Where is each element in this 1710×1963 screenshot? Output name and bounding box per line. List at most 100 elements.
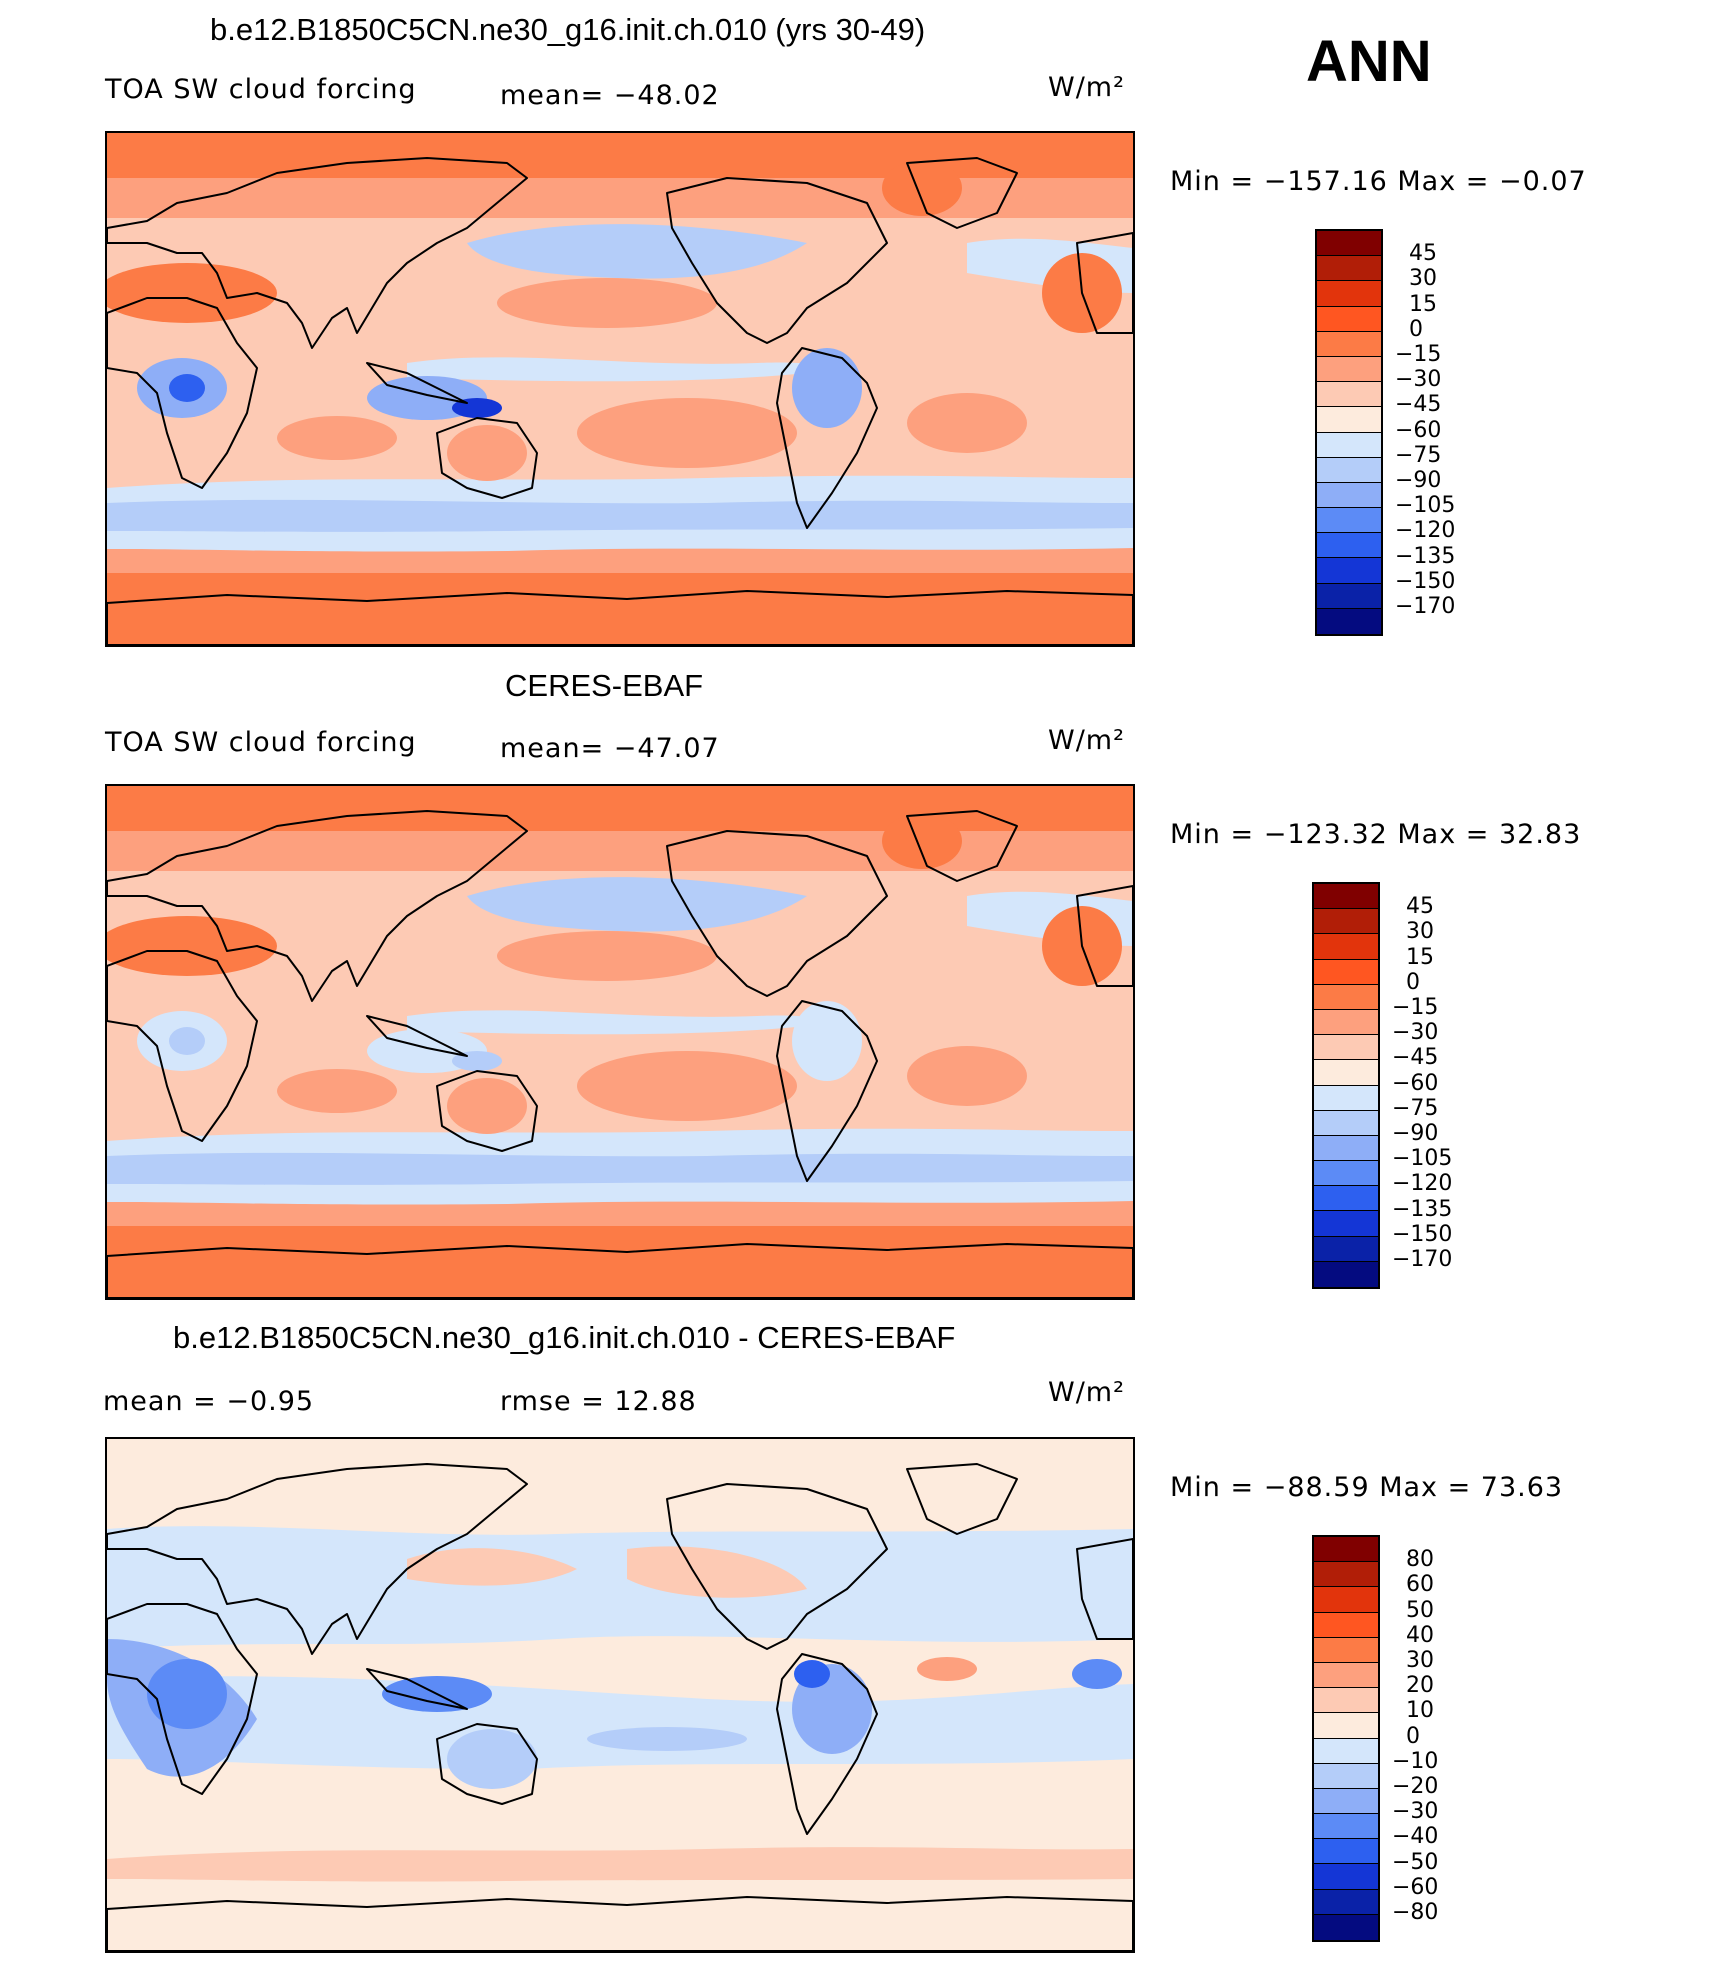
colorbar-tick-label: −170	[1392, 1247, 1453, 1272]
colorbar-tick-label: 60	[1406, 1572, 1434, 1598]
colorbar-tick-label: 10	[1406, 1698, 1434, 1724]
colorbar-tick-label: 30	[1409, 266, 1437, 292]
colorbar-swatch	[1317, 306, 1381, 332]
colorbar-swatch	[1314, 1788, 1378, 1815]
colorbar-swatch	[1317, 482, 1381, 509]
colorbar-tick-label: −120	[1395, 518, 1456, 544]
colorbar-swatch	[1314, 1612, 1378, 1638]
colorbar-swatch	[1317, 583, 1381, 609]
colorbar-swatch	[1314, 1889, 1378, 1915]
colorbar-tick-label: −80	[1392, 1900, 1439, 1925]
colorbar-swatch	[1314, 1035, 1378, 1061]
colorbar-tick-label: −60	[1392, 1874, 1439, 1900]
panel-1-title: b.e12.B1850C5CN.ne30_g16.init.ch.010 (yr…	[210, 12, 926, 47]
panel-2-minmax: Min = −123.32 Max = 32.83	[1170, 819, 1582, 850]
colorbar-tick-label: −10	[1392, 1748, 1439, 1774]
colorbar-swatch	[1317, 432, 1381, 458]
panel-3-minmax: Min = −88.59 Max = 73.63	[1170, 1472, 1564, 1503]
colorbar-tick-label: −135	[1395, 543, 1456, 569]
panel-1-variable: TOA SW cloud forcing	[105, 74, 417, 105]
colorbar-swatch	[1317, 331, 1381, 357]
colorbar-tick-label: 20	[1406, 1673, 1434, 1699]
panel-3-map	[105, 1437, 1135, 1953]
colorbar-swatch	[1314, 909, 1378, 935]
colorbar-tick-label: −40	[1392, 1824, 1439, 1850]
colorbar-swatch	[1314, 984, 1378, 1010]
colorbar-swatch	[1314, 1135, 1378, 1162]
colorbar-tick-label: 80	[1406, 1547, 1434, 1573]
colorbar-swatch	[1314, 1713, 1378, 1739]
colorbar-swatch	[1317, 231, 1381, 257]
colorbar-tick-label: −90	[1392, 1121, 1439, 1146]
colorbar-tick-label: −135	[1392, 1196, 1453, 1222]
colorbar-tick-label: 0	[1409, 316, 1423, 342]
colorbar-swatch	[1317, 281, 1381, 307]
colorbar-swatch	[1314, 1110, 1378, 1136]
colorbar-swatch	[1317, 608, 1381, 634]
colorbar-swatch	[1317, 558, 1381, 584]
panel-1-units: W/m²	[1048, 72, 1125, 103]
colorbar-tick-label: −30	[1392, 1020, 1439, 1046]
panel-2-mean: mean= −47.07	[500, 733, 720, 764]
colorbar-tick-label: −120	[1392, 1171, 1453, 1197]
colorbar-tick-label: 15	[1406, 944, 1434, 970]
panel-2-variable: TOA SW cloud forcing	[105, 727, 417, 758]
colorbar-swatch	[1317, 382, 1381, 408]
colorbar-tick-label: 30	[1406, 919, 1434, 945]
panel-2-colorbar	[1312, 882, 1380, 1289]
colorbar-swatch	[1317, 508, 1381, 534]
colorbar-tick-label: −90	[1395, 468, 1442, 493]
colorbar-swatch	[1314, 934, 1378, 960]
colorbar-swatch	[1314, 1738, 1378, 1764]
colorbar-swatch	[1317, 256, 1381, 282]
colorbar-swatch	[1314, 1662, 1378, 1689]
colorbar-tick-label: −105	[1395, 493, 1456, 519]
colorbar-swatch	[1314, 1814, 1378, 1840]
colorbar-tick-label: 30	[1406, 1648, 1434, 1673]
panel-3-mean: mean = −0.95	[103, 1386, 315, 1417]
colorbar-tick-label: −105	[1392, 1146, 1453, 1172]
colorbar-tick-label: −45	[1392, 1045, 1439, 1071]
colorbar-tick-label: −45	[1395, 392, 1442, 418]
colorbar-tick-label: −30	[1395, 367, 1442, 393]
panel-3-colorbar	[1312, 1535, 1380, 1942]
colorbar-swatch	[1314, 1186, 1378, 1212]
colorbar-tick-label: −150	[1395, 568, 1456, 594]
panel-3-title: b.e12.B1850C5CN.ne30_g16.init.ch.010 - C…	[173, 1320, 956, 1355]
panel-1-mean: mean= −48.02	[500, 80, 720, 111]
panel-2-map	[105, 784, 1135, 1300]
colorbar-tick-label: −75	[1392, 1095, 1439, 1121]
colorbar-swatch	[1314, 1839, 1378, 1865]
panel-1-colorbar	[1315, 229, 1383, 636]
colorbar-swatch	[1314, 1688, 1378, 1714]
colorbar-swatch	[1317, 356, 1381, 383]
colorbar-swatch	[1317, 407, 1381, 433]
colorbar-swatch	[1314, 884, 1378, 910]
colorbar-swatch	[1314, 1211, 1378, 1237]
panel-1-map	[105, 131, 1135, 647]
colorbar-tick-label: −50	[1392, 1849, 1439, 1875]
colorbar-swatch	[1314, 1562, 1378, 1588]
panel-2-title: CERES-EBAF	[505, 668, 704, 703]
panel-3-units: W/m²	[1048, 1377, 1125, 1408]
colorbar-swatch	[1314, 1261, 1378, 1287]
colorbar-tick-label: −30	[1392, 1799, 1439, 1825]
colorbar-swatch	[1314, 959, 1378, 985]
colorbar-tick-label: −60	[1395, 417, 1442, 443]
colorbar-tick-label: 15	[1409, 291, 1437, 317]
colorbar-tick-label: 40	[1406, 1622, 1434, 1648]
colorbar-tick-label: −15	[1392, 995, 1439, 1020]
colorbar-tick-label: −150	[1392, 1221, 1453, 1247]
colorbar-tick-label: −15	[1395, 342, 1442, 367]
colorbar-swatch	[1314, 1864, 1378, 1890]
colorbar-tick-label: 0	[1406, 1723, 1420, 1749]
colorbar-tick-label: 50	[1406, 1597, 1434, 1623]
panel-3-rmse: rmse = 12.88	[500, 1386, 697, 1417]
panel-1-minmax: Min = −157.16 Max = −0.07	[1170, 166, 1587, 197]
colorbar-swatch	[1314, 1161, 1378, 1187]
colorbar-swatch	[1314, 1537, 1378, 1563]
colorbar-swatch	[1314, 1236, 1378, 1262]
colorbar-swatch	[1317, 533, 1381, 559]
colorbar-swatch	[1314, 1763, 1378, 1789]
season-label: ANN	[1306, 29, 1432, 94]
